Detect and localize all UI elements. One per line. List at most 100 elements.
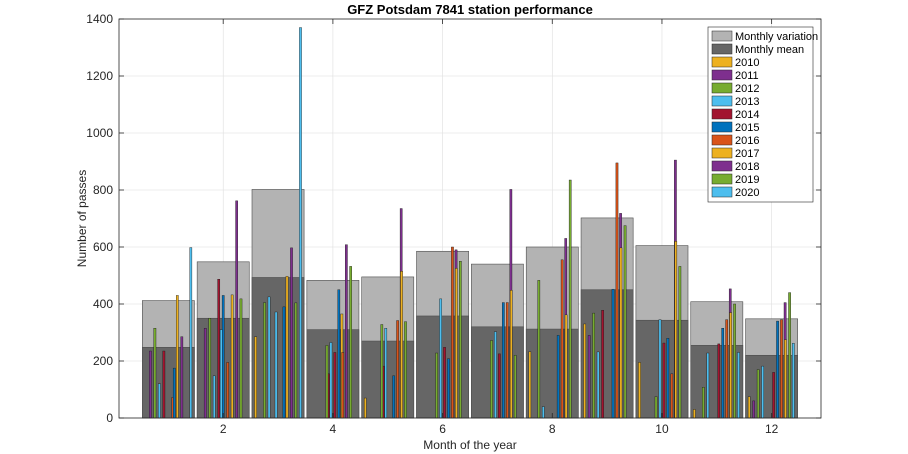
year-2018-bar [290,247,293,419]
year-2014-bar [772,372,775,419]
x-tick-label: 4 [330,422,337,436]
year-2012-bar [756,369,760,419]
y-tick-label: 200 [93,354,113,368]
year-2014-bar [662,342,666,419]
year-2010-bar [747,396,751,419]
year-2017-bar [176,295,179,419]
year-2014-bar [443,347,446,419]
y-tick-label: 1200 [86,69,113,83]
legend-label: Monthly mean [735,44,804,56]
legend-swatch [711,108,733,120]
year-2015-bar [337,289,341,419]
year-2015-bar [776,320,779,419]
legend-label: 2017 [735,148,759,160]
legend-swatch [711,82,733,94]
year-2013-bar [439,298,442,419]
legend-swatch [711,134,733,146]
year-2019-bar [788,292,791,419]
y-tick-label: 600 [93,240,113,254]
year-2010-bar [693,409,696,419]
year-2020-bar [299,27,302,419]
legend-label: 2011 [735,70,759,82]
year-2016-bar [451,246,454,419]
legend-label: 2016 [735,135,759,147]
legend-swatch [711,95,733,107]
year-2015-bar [721,328,725,419]
year-2011-bar [149,350,152,419]
legend-swatch [711,69,733,81]
year-2020-bar [189,247,193,419]
year-2015-bar [502,302,505,419]
year-2012-bar [537,280,541,419]
year-2013-bar [494,331,497,419]
year-2019-bar [513,355,517,419]
year-2012-bar [263,302,266,419]
year-2019-bar [678,266,682,419]
legend-swatch [711,121,733,133]
y-tick-label: 0 [106,411,113,425]
legend-label: 2015 [735,122,759,134]
year-2019-bar [349,266,352,419]
year-2013-bar [274,311,278,419]
year-2012-bar [435,352,438,419]
year-2019-bar [623,225,627,419]
legend-label: 2013 [735,96,759,108]
y-tick-label: 1400 [86,12,113,26]
chart-title: GFZ Potsdam 7841 station performance [347,2,593,17]
year-2016-bar [341,352,345,419]
year-2015-bar [282,306,286,419]
year-2013-bar [267,296,271,419]
x-tick-label: 6 [439,422,446,436]
year-2017-bar [400,271,403,419]
year-2016-bar [560,259,564,419]
year-2012-bar [702,387,705,419]
year-2012-bar [490,340,493,419]
legend-label: 2012 [735,83,759,95]
x-tick-label: 12 [765,422,779,436]
year-2017-bar [564,314,568,419]
year-2010-bar [583,323,586,419]
year-2019-bar [459,261,462,419]
x-tick-label: 2 [220,422,227,436]
year-2015-bar [611,288,615,419]
year-2016-bar [226,362,229,419]
year-2017-bar [230,294,234,419]
year-2010-bar [638,362,641,419]
year-2010-bar [528,351,532,419]
legend-label: 2014 [735,109,759,121]
year-2018-bar [345,244,348,419]
year-2020-bar [792,343,795,419]
year-2014-bar [498,353,501,419]
year-2011-bar [203,328,207,419]
year-2019-bar [294,302,298,419]
y-tick-label: 400 [93,297,113,311]
bars-layer [142,27,798,419]
year-2017-bar [509,290,513,419]
year-2012-bar [380,324,384,419]
legend-swatch [711,173,733,185]
year-2013-bar [384,328,388,419]
year-2012-bar [654,396,658,419]
year-2017-bar [285,276,289,419]
year-2020-bar [737,352,740,419]
legend-swatch [711,56,733,68]
year-2014-bar [217,279,221,419]
year-2019-bar [568,179,572,419]
year-2011-bar [587,335,591,419]
year-2018-bar [180,336,184,419]
year-2016-bar [396,320,399,419]
year-2016-bar [780,319,783,419]
year-2017-bar [619,247,623,419]
year-2013-bar [219,329,223,419]
year-2012-bar [325,345,329,419]
year-2012-bar [153,328,157,419]
year-2014-bar [333,352,337,419]
year-2015-bar [392,375,395,419]
year-2016-bar [725,319,728,419]
legend-label: 2010 [735,57,759,69]
legend-label: 2018 [735,161,759,173]
year-2019-bar [404,321,407,419]
year-2017-bar [729,312,732,419]
year-2016-bar [505,302,509,419]
x-axis-label: Month of the year [423,438,516,452]
